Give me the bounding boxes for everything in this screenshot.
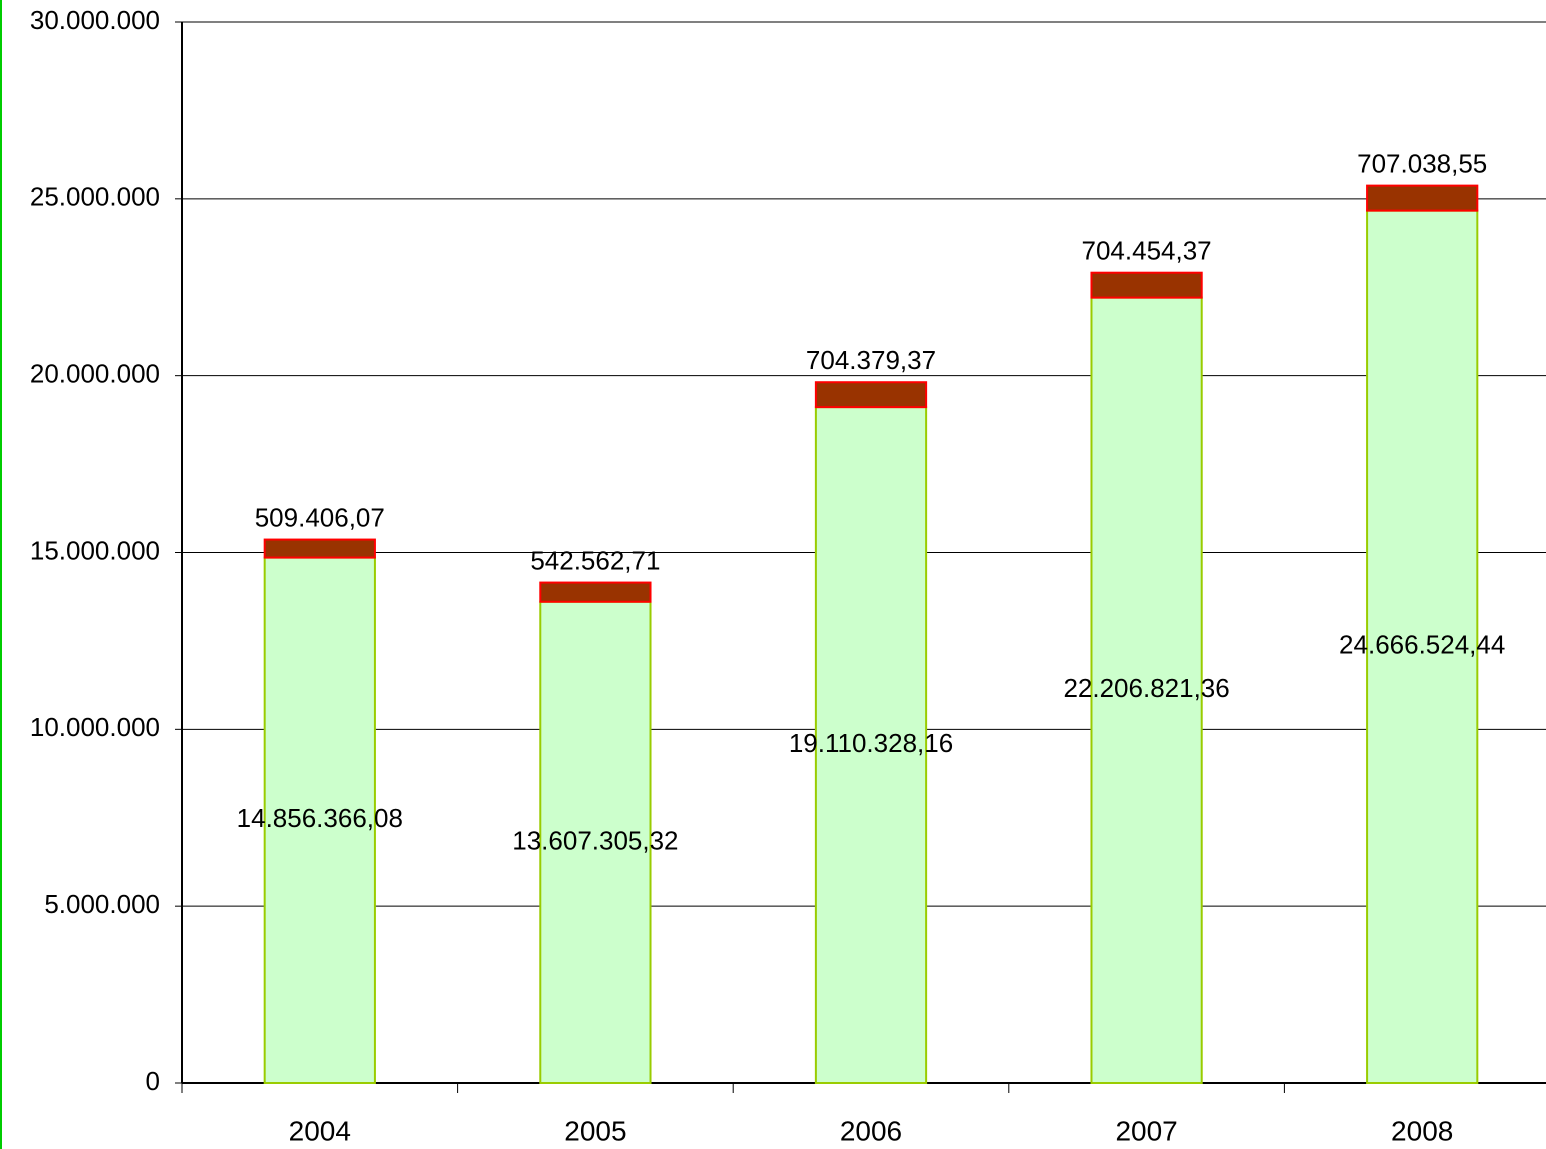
y-tick-label: 10.000.000 xyxy=(30,712,160,742)
data-label: 22.206.821,36 xyxy=(1063,673,1229,703)
y-tick-label: 5.000.000 xyxy=(44,889,160,919)
y-tick-label: 25.000.000 xyxy=(30,182,160,212)
data-label: 24.666.524,44 xyxy=(1339,630,1505,660)
data-label: 14.856.366,08 xyxy=(237,803,403,833)
x-tick-label: 2006 xyxy=(840,1115,902,1146)
data-label: 542.562,71 xyxy=(530,545,660,575)
data-label: 704.454,37 xyxy=(1082,236,1212,266)
data-label: 19.110.328,16 xyxy=(789,728,953,758)
data-label: 704.379,37 xyxy=(806,345,936,375)
y-tick-label: 15.000.000 xyxy=(30,535,160,565)
x-tick-label: 2007 xyxy=(1115,1115,1177,1146)
bar-segment xyxy=(540,583,650,602)
data-label: 509.406,07 xyxy=(255,502,385,532)
bar-segment xyxy=(1091,273,1201,298)
data-label: 13.607.305,32 xyxy=(512,825,678,855)
y-tick-label: 0 xyxy=(146,1066,160,1096)
chart: 0 5.000.000 10.000.000 15.000.000 20.000.000… xyxy=(0,0,1546,1149)
x-tick-label: 2004 xyxy=(289,1115,351,1146)
y-tick-label: 30.000.000 xyxy=(30,5,160,35)
bar-segment xyxy=(265,540,375,558)
bar-segment xyxy=(816,382,926,407)
x-tick-label: 2005 xyxy=(564,1115,626,1146)
y-tick-label: 20.000.000 xyxy=(30,359,160,389)
x-tick-label: 2008 xyxy=(1391,1115,1453,1146)
data-label: 707.038,55 xyxy=(1357,148,1487,178)
bar-segment xyxy=(1367,186,1477,211)
